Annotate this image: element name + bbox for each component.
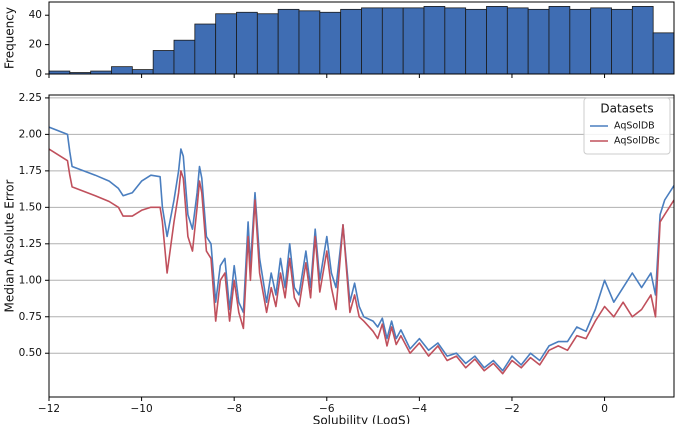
histogram-bar <box>611 8 633 75</box>
histogram-bar <box>381 7 404 75</box>
histogram-bar <box>173 39 196 75</box>
series-line <box>49 126 674 372</box>
histogram-bar <box>423 6 446 75</box>
axes-frame <box>48 94 675 398</box>
histogram-bar <box>340 8 362 75</box>
histogram-bar <box>194 23 217 75</box>
y-tick-label: 2.00 <box>19 128 42 140</box>
x-tick-label: 0 <box>601 403 608 415</box>
histogram-bar <box>256 13 279 75</box>
histogram-bar <box>548 6 571 75</box>
histogram-bar <box>277 8 300 75</box>
y-axis-label: Frequency <box>3 7 17 69</box>
axes-frame <box>48 1 675 75</box>
y-tick-label: 1.50 <box>19 201 42 213</box>
legend-label: AqSolDBc <box>614 136 660 147</box>
histogram-bar <box>590 7 612 75</box>
histogram-bar <box>506 7 529 75</box>
x-tick-label: −12 <box>38 403 60 415</box>
x-tick-label: −6 <box>319 403 335 415</box>
histogram-bar <box>298 10 321 75</box>
x-axis-label: Solubility (LogS) <box>313 414 411 424</box>
histogram-bar <box>465 8 487 75</box>
histogram-bar <box>236 11 258 75</box>
histogram-bar <box>631 6 654 75</box>
y-tick-label: 2.25 <box>19 92 42 104</box>
series-line <box>49 148 674 375</box>
x-tick-label: −10 <box>131 403 153 415</box>
y-axis-label: Median Absolute Error <box>3 179 17 312</box>
plot-area <box>49 126 674 375</box>
histogram-bar <box>652 32 675 75</box>
histogram-bar <box>131 69 154 75</box>
y-tick-label: 0 <box>35 68 42 80</box>
y-tick-label: 1.00 <box>19 274 42 286</box>
legend-box <box>583 97 671 155</box>
histogram-bar <box>402 7 425 75</box>
histogram-bar <box>569 8 592 75</box>
x-tick-label: −4 <box>412 403 428 415</box>
legend-title: Datasets <box>600 102 653 116</box>
legend-label: AqSolDB <box>614 121 655 132</box>
histogram-bar <box>486 6 508 75</box>
histogram-bar <box>361 7 383 75</box>
y-tick-label: 1.25 <box>19 238 42 250</box>
y-tick-label: 0.75 <box>19 311 42 323</box>
y-tick-label: 40 <box>29 9 42 21</box>
y-tick-label: 0.50 <box>19 347 42 359</box>
histogram-bar <box>319 11 342 75</box>
histogram-bar <box>111 66 133 75</box>
histogram-bar <box>152 50 175 75</box>
x-tick-label: −8 <box>226 403 241 415</box>
histogram-bar <box>527 8 550 75</box>
histogram-bar <box>215 13 237 75</box>
y-tick-label: 20 <box>29 39 42 51</box>
x-tick-label: −2 <box>504 403 519 415</box>
y-tick-label: 1.75 <box>19 165 42 177</box>
histogram-bar <box>444 7 467 75</box>
